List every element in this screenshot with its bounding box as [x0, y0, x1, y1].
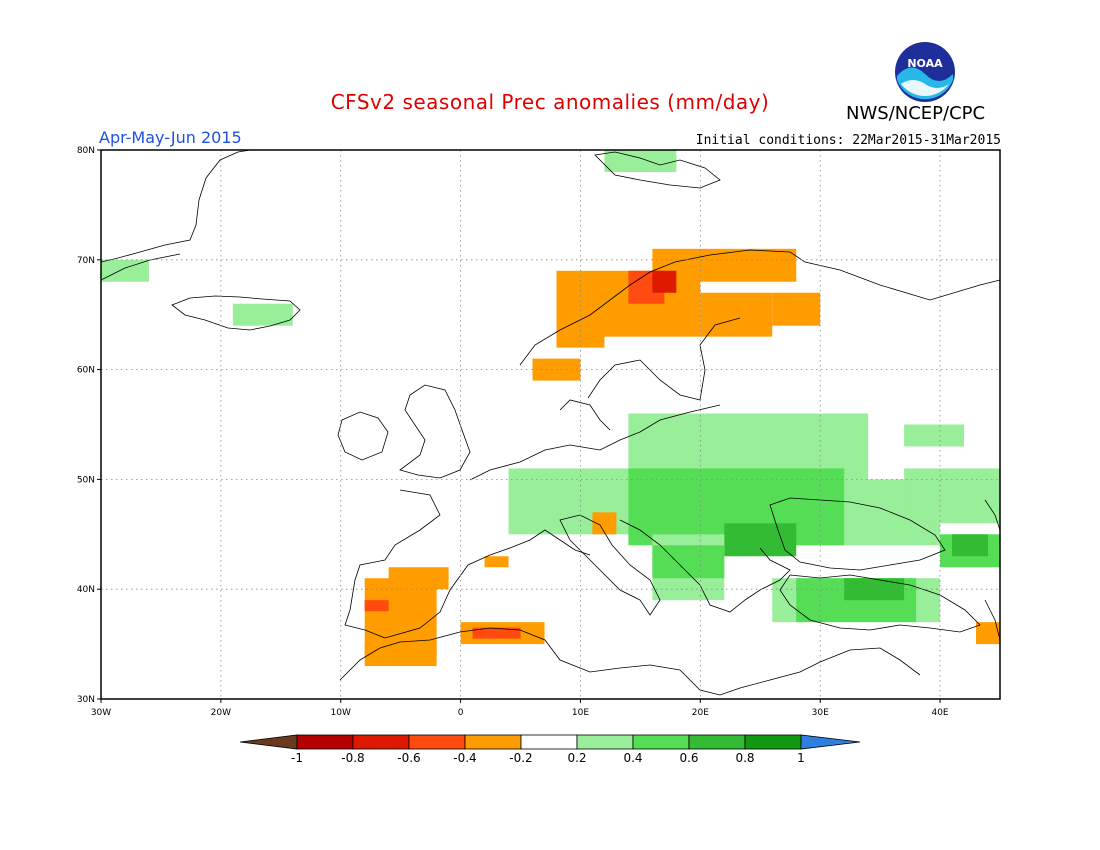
anomaly-cell-24 [652, 545, 725, 579]
colorbar-label: 0.2 [567, 751, 586, 765]
anomaly-cell-25 [364, 578, 437, 656]
forecast-period: Apr-May-Jun 2015 [99, 128, 242, 147]
anomaly-cell-22 [844, 578, 905, 601]
lat-tick-label: 70N [77, 256, 95, 266]
coast-balkans [619, 519, 791, 613]
lon-tick-label: 30W [91, 708, 111, 718]
anomaly-cell-8 [652, 270, 677, 293]
colorbar-label: 0.4 [623, 751, 642, 765]
colorbar-swatch-n1 [296, 734, 354, 750]
coastlines [100, 149, 1001, 696]
anomaly-cell-0 [101, 259, 149, 282]
lon-tick-label: 10W [331, 708, 351, 718]
map-ticks: 30W 20W 10W 0 10E 20E 30E 40E 30N 40N 50N 60N 70N 80N [77, 146, 949, 718]
lat-tick-label: 50N [77, 475, 95, 485]
anomaly-cell-33 [484, 556, 509, 568]
coast-greenland [100, 149, 251, 281]
initial-conditions: Initial conditions: 22Mar2015-31Mar2015 [695, 133, 1001, 148]
colorbar-label: -0.4 [453, 751, 476, 765]
colorbar-swatch-n04 [464, 734, 522, 750]
anomaly-cell-32 [592, 512, 617, 535]
anomaly-cell-29 [472, 627, 521, 639]
colorbar-label: -0.6 [397, 751, 420, 765]
coast-svalbard [594, 151, 721, 189]
anomaly-cell-5 [700, 292, 773, 337]
map-frame [100, 149, 1001, 700]
coast-black-sea [769, 497, 946, 571]
colorbar-label: 0.6 [679, 751, 698, 765]
noaa-logo-text: NOAA [907, 57, 943, 70]
coast-turkey [779, 574, 981, 633]
colorbar-label: -0.2 [509, 751, 532, 765]
anomaly-cell-30 [364, 644, 437, 667]
anomaly-cell-15 [724, 523, 797, 557]
colorbar-swatch-p04 [632, 734, 690, 750]
colorbar-label: 1 [797, 751, 805, 765]
lat-tick-label: 40N [77, 585, 95, 595]
anomaly-cell-27 [364, 600, 389, 612]
lat-tick-label: 60N [77, 366, 95, 376]
coast-scandinavia [519, 249, 1001, 431]
colorbar-arrow-high [800, 734, 861, 750]
map-title: CFSv2 seasonal Prec anomalies (mm/day) [330, 90, 770, 114]
noaa-logo-icon: NOAA [895, 42, 955, 102]
lon-tick-label: 10E [572, 708, 589, 718]
lat-tick-label: 80N [77, 146, 95, 156]
lon-tick-label: 20E [692, 708, 709, 718]
colorbar-swatch-p08 [744, 734, 802, 750]
anomaly-cell-12 [628, 413, 869, 480]
lon-tick-label: 0 [458, 708, 464, 718]
colorbar-label: 0.8 [735, 751, 754, 765]
anomaly-cell-19 [952, 534, 989, 557]
map-grid [101, 150, 1000, 699]
colorbar-swatch-zero [520, 734, 578, 750]
colorbar-swatch-n08 [352, 734, 410, 750]
anomaly-cell-6 [772, 292, 821, 326]
coast-uk [399, 384, 471, 479]
coast-ireland [337, 411, 389, 461]
lon-tick-label: 20W [211, 708, 231, 718]
colorbar-swatch-p02 [576, 734, 634, 750]
colorbar-swatch-p06 [688, 734, 746, 750]
colorbar-label: -0.8 [341, 751, 364, 765]
coast-north-africa [339, 627, 921, 696]
coast-caspian [984, 499, 1001, 641]
colorbar-swatch-n06 [408, 734, 466, 750]
coast-italy [559, 514, 661, 616]
anomaly-regions [101, 150, 1000, 667]
lon-tick-label: 40E [931, 708, 948, 718]
colorbar-label: -1 [291, 751, 303, 765]
anomaly-cell-2 [604, 150, 677, 172]
anomaly-cell-9 [556, 325, 605, 348]
anomaly-cell-1 [232, 303, 293, 326]
agency-label: NWS/NCEP/CPC [846, 103, 986, 124]
lat-tick-label: 30N [77, 695, 95, 705]
anomaly-cell-26 [388, 567, 449, 590]
colorbar-arrow-low [239, 734, 298, 750]
coast-continent [344, 404, 721, 639]
anomaly-cell-31 [976, 622, 1000, 645]
anomaly-cell-16 [904, 468, 1000, 524]
coast-iceland [171, 295, 301, 331]
lon-tick-label: 30E [812, 708, 829, 718]
colorbar: -1 -0.8 -0.6 -0.4 -0.2 0.2 0.4 0.6 0.8 1 [239, 734, 861, 765]
anomaly-cell-17 [904, 424, 965, 447]
